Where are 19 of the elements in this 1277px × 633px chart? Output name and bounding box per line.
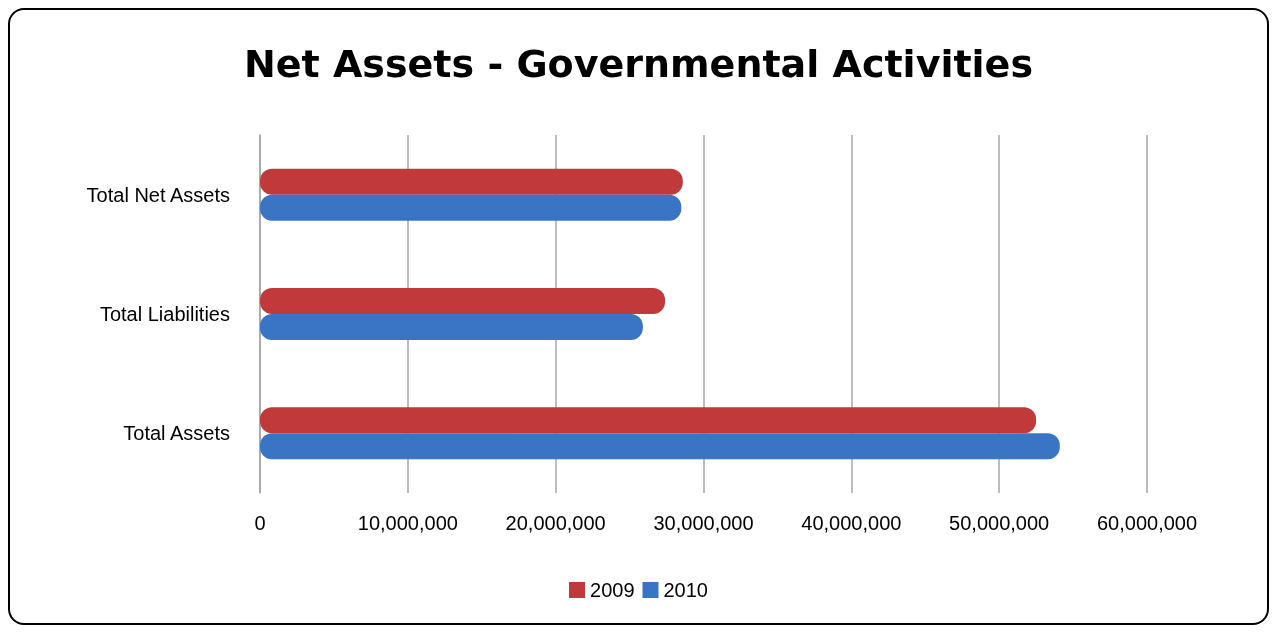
x-tick-label: 10,000,000 bbox=[357, 512, 458, 534]
x-tick-label: 60,000,000 bbox=[1096, 512, 1198, 534]
x-tick-label: 0 bbox=[254, 512, 266, 534]
bar bbox=[260, 168, 683, 195]
y-tick-label: Total Net Assets bbox=[86, 183, 230, 206]
y-tick-label: Total Assets bbox=[123, 422, 230, 445]
x-tick-label: 30,000,000 bbox=[653, 512, 754, 534]
x-tick-label: 20,000,000 bbox=[505, 512, 606, 534]
bar bbox=[260, 433, 1060, 460]
legend-label: 2009 bbox=[590, 579, 635, 601]
x-tick-label: 50,000,000 bbox=[949, 512, 1050, 534]
y-tick-label: Total Liabilities bbox=[99, 303, 230, 325]
bar bbox=[260, 407, 1037, 434]
chart-title: Net Assets - Governmental Activities bbox=[243, 42, 1034, 86]
legend-label: 2010 bbox=[663, 579, 708, 601]
bar bbox=[260, 194, 682, 221]
x-tick-label: 40,000,000 bbox=[801, 512, 902, 534]
bar bbox=[260, 288, 666, 314]
bar bbox=[260, 314, 643, 340]
